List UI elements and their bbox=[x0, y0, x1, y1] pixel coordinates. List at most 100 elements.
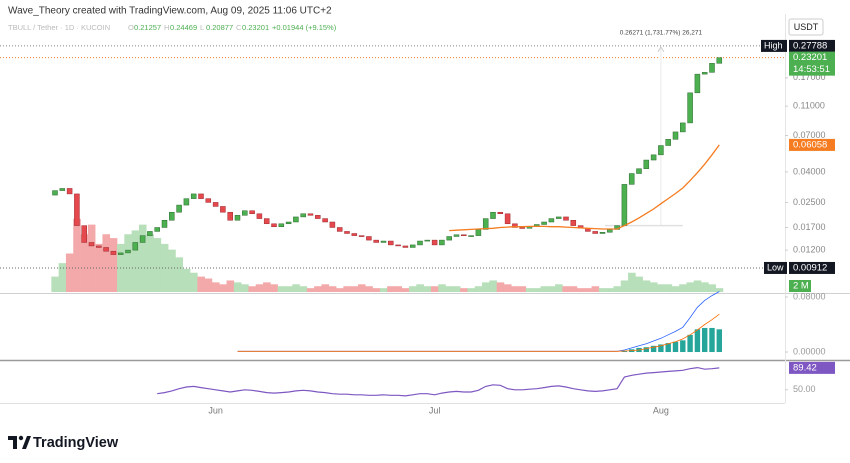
logo-icon bbox=[22, 436, 31, 449]
logo-icon bbox=[8, 436, 17, 449]
macd-hist bbox=[658, 344, 664, 353]
candle-body bbox=[402, 245, 409, 248]
volume-bar bbox=[357, 284, 366, 292]
volume-bar bbox=[277, 286, 286, 292]
volume-bar bbox=[438, 284, 446, 292]
macd-hist bbox=[665, 343, 671, 353]
candle-body bbox=[293, 216, 299, 223]
volume-bar bbox=[416, 284, 424, 292]
volume-bar bbox=[547, 286, 556, 292]
candle-body bbox=[621, 184, 628, 226]
candle-body bbox=[139, 235, 146, 243]
macd-hist bbox=[650, 345, 657, 353]
volume-bar bbox=[679, 284, 687, 292]
volume-bar bbox=[584, 288, 592, 292]
volume-bar bbox=[182, 268, 191, 292]
volume-bar bbox=[321, 284, 330, 292]
macd-tick-label: 0.08000 bbox=[793, 291, 826, 301]
volume-bar bbox=[576, 288, 585, 292]
macd-hist bbox=[702, 327, 708, 353]
volume-bar bbox=[175, 257, 184, 292]
ohlc-legend: O 0.21257 H 0.24469 L 0.20877 C 0.23201 +0.01944… bbox=[128, 23, 337, 32]
macd-line bbox=[237, 291, 720, 352]
volume-bar bbox=[211, 282, 220, 292]
volume-bar bbox=[423, 286, 432, 292]
rsi-line bbox=[157, 366, 720, 397]
candle-body bbox=[227, 211, 233, 221]
y-tick-label: 0.01200 bbox=[793, 245, 826, 255]
macd-hist bbox=[694, 329, 701, 353]
candle-body bbox=[504, 213, 511, 225]
volume-bar bbox=[613, 286, 622, 292]
volume-bar bbox=[467, 288, 476, 292]
candle-body bbox=[482, 218, 489, 230]
candle-body bbox=[81, 225, 87, 243]
volume-bar bbox=[693, 280, 702, 292]
volume-bar bbox=[701, 282, 709, 292]
volume-bar bbox=[460, 288, 468, 292]
currency-box bbox=[788, 18, 824, 36]
volume-bar bbox=[51, 276, 59, 292]
volume-bar bbox=[401, 288, 410, 292]
ohlc-value: 0.21257 bbox=[134, 23, 161, 32]
candle-body bbox=[680, 122, 686, 133]
ohlc-key: C bbox=[236, 23, 242, 32]
high-key-box bbox=[761, 39, 787, 52]
volume-bar bbox=[343, 286, 351, 292]
volume-bar bbox=[233, 282, 242, 292]
candle-body bbox=[220, 206, 226, 213]
candle-body bbox=[358, 235, 365, 237]
volume-bar bbox=[708, 284, 716, 292]
candle-body bbox=[716, 57, 723, 64]
rsi-label: 89.42 bbox=[793, 362, 817, 373]
volume-bar bbox=[131, 230, 140, 292]
volume-bar bbox=[219, 284, 227, 292]
candle-body bbox=[475, 229, 482, 236]
candle-body bbox=[395, 244, 401, 247]
candle-body bbox=[125, 249, 131, 254]
candle-body bbox=[183, 198, 190, 206]
candle-body bbox=[497, 211, 504, 215]
volume-bar bbox=[664, 284, 673, 292]
volume-bar bbox=[73, 218, 81, 292]
volume-bar bbox=[533, 288, 541, 292]
candle-body bbox=[417, 240, 423, 246]
candle-body bbox=[103, 247, 109, 252]
candle-body bbox=[198, 193, 204, 199]
last-price-box bbox=[789, 51, 835, 76]
volume-bar bbox=[255, 284, 264, 292]
candle-body bbox=[650, 154, 657, 161]
volume-bar bbox=[555, 284, 563, 292]
volume-bar bbox=[394, 286, 403, 292]
candle-body bbox=[453, 234, 460, 237]
volume-bar bbox=[642, 280, 651, 292]
volume-bar bbox=[715, 288, 724, 292]
candle-body bbox=[322, 218, 328, 223]
countdown: 14:53:51 bbox=[793, 64, 830, 75]
candle-body bbox=[234, 215, 241, 221]
volume-label: 2 M bbox=[793, 281, 809, 292]
volume-bar bbox=[306, 288, 315, 292]
low-value-box bbox=[789, 261, 835, 274]
y-tick-label: 0.17000 bbox=[793, 72, 826, 82]
volume-bar bbox=[409, 286, 417, 292]
volume-bar bbox=[87, 224, 96, 292]
volume-bar bbox=[138, 224, 147, 292]
volume-bar bbox=[58, 263, 67, 292]
volume-bar bbox=[160, 243, 169, 292]
volume-bar bbox=[430, 286, 439, 292]
ohlc-value: 0.20877 bbox=[206, 23, 233, 32]
candle-body bbox=[388, 240, 394, 246]
volume-bar bbox=[569, 286, 578, 292]
candle-body bbox=[249, 210, 255, 215]
candle-body bbox=[256, 213, 263, 219]
candle-body bbox=[672, 131, 679, 140]
volume-bar bbox=[620, 280, 629, 292]
candle-body bbox=[461, 234, 467, 237]
volume-bar bbox=[445, 286, 454, 292]
candle-body bbox=[74, 193, 80, 226]
macd-hist bbox=[680, 340, 686, 353]
candle-body bbox=[242, 210, 248, 216]
candle-body bbox=[315, 215, 321, 219]
volume-bar bbox=[109, 238, 118, 292]
